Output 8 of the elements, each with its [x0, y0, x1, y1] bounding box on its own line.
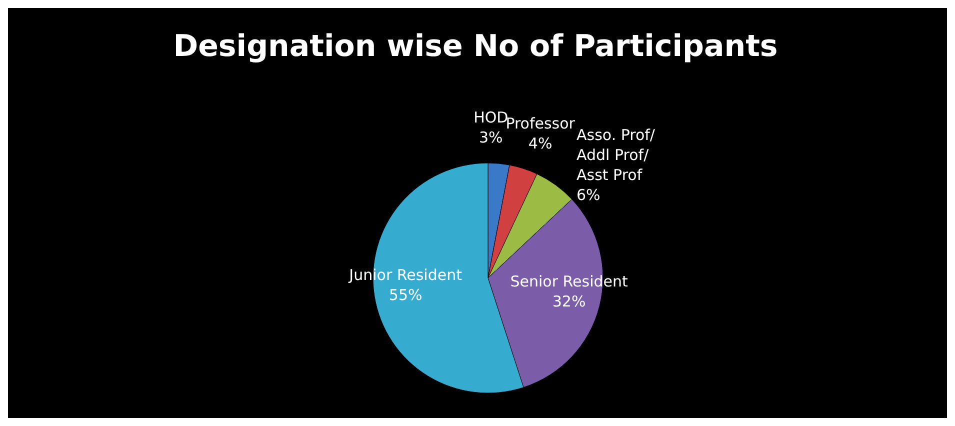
- data-label: 32%: [552, 292, 586, 311]
- data-label: 4%: [528, 134, 552, 153]
- slice-label: Asso. Prof/ Addl Prof/ Asst Prof: [576, 126, 656, 184]
- slice-label: HOD: [474, 108, 508, 127]
- data-label: 55%: [388, 286, 422, 304]
- data-label: 3%: [478, 128, 503, 147]
- data-label: 6%: [576, 186, 600, 204]
- chart-title: Designation wise No of Participants: [173, 29, 778, 64]
